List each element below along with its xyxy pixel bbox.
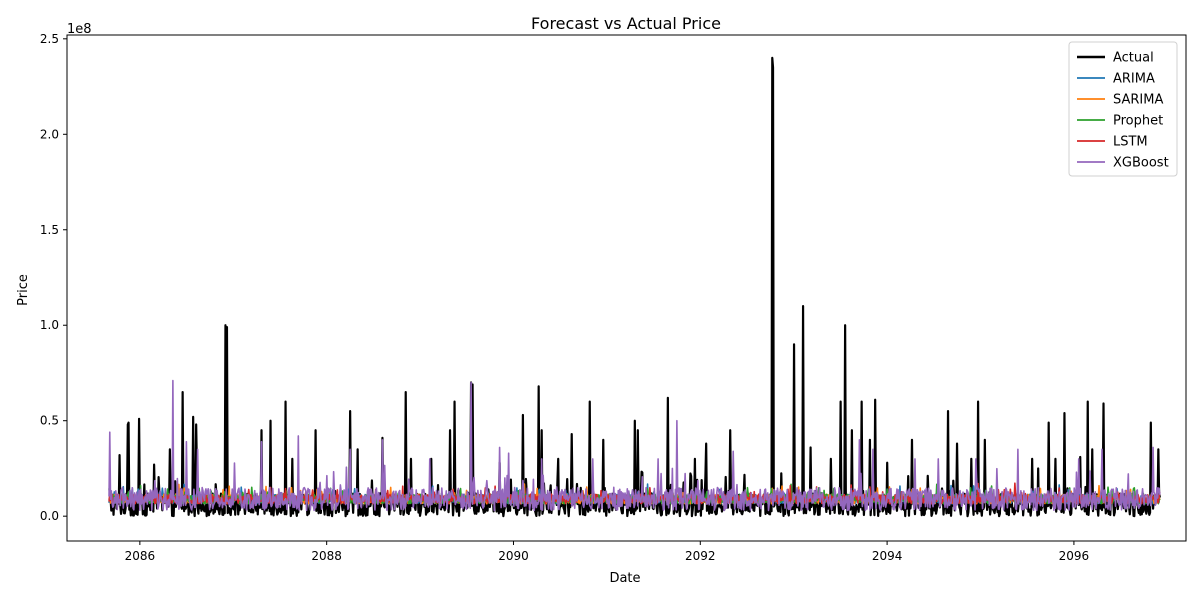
y-tick-label: 0.0 (40, 509, 59, 523)
series-line-xgboost (108, 379, 1161, 512)
legend: Actual ARIMA SARIMA Prophet LSTM XGBoost (1068, 41, 1178, 177)
legend-label-arima: ARIMA (1113, 72, 1155, 87)
y-tick-label: 2.0 (40, 127, 59, 141)
x-tick-label: 2088 (311, 549, 342, 563)
chart-title: Forecast vs Actual Price (531, 14, 721, 33)
legend-label-actual: Actual (1113, 51, 1154, 66)
plot-frame (66, 34, 1187, 542)
legend-label-xgboost: XGBoost (1113, 156, 1169, 171)
x-tick-label: 2090 (498, 549, 529, 563)
legend-label-sarima: SARIMA (1113, 93, 1163, 108)
y-axis-offset-label: 1e8 (67, 22, 92, 37)
legend-box (1068, 41, 1178, 177)
y-tick-label: 0.5 (40, 414, 59, 428)
y-axis-label: Price (16, 274, 31, 306)
x-tick-label: 2094 (872, 549, 903, 563)
legend-label-lstm: LSTM (1113, 135, 1148, 150)
x-tick-label: 2086 (125, 549, 156, 563)
x-tick-label: 2092 (685, 549, 716, 563)
series-layer (108, 56, 1161, 518)
y-tick-label: 1.5 (40, 223, 59, 237)
legend-label-prophet: Prophet (1113, 114, 1163, 129)
x-tick-label: 2096 (1059, 549, 1090, 563)
y-tick-label: 2.5 (40, 32, 59, 46)
axes-layer: 2086 2088 2090 2092 2094 2096 0.0 0.5 1.0 1.5 2.0 2… (40, 32, 1187, 563)
x-axis-label: Date (609, 571, 640, 586)
y-tick-label: 1.0 (40, 318, 59, 332)
